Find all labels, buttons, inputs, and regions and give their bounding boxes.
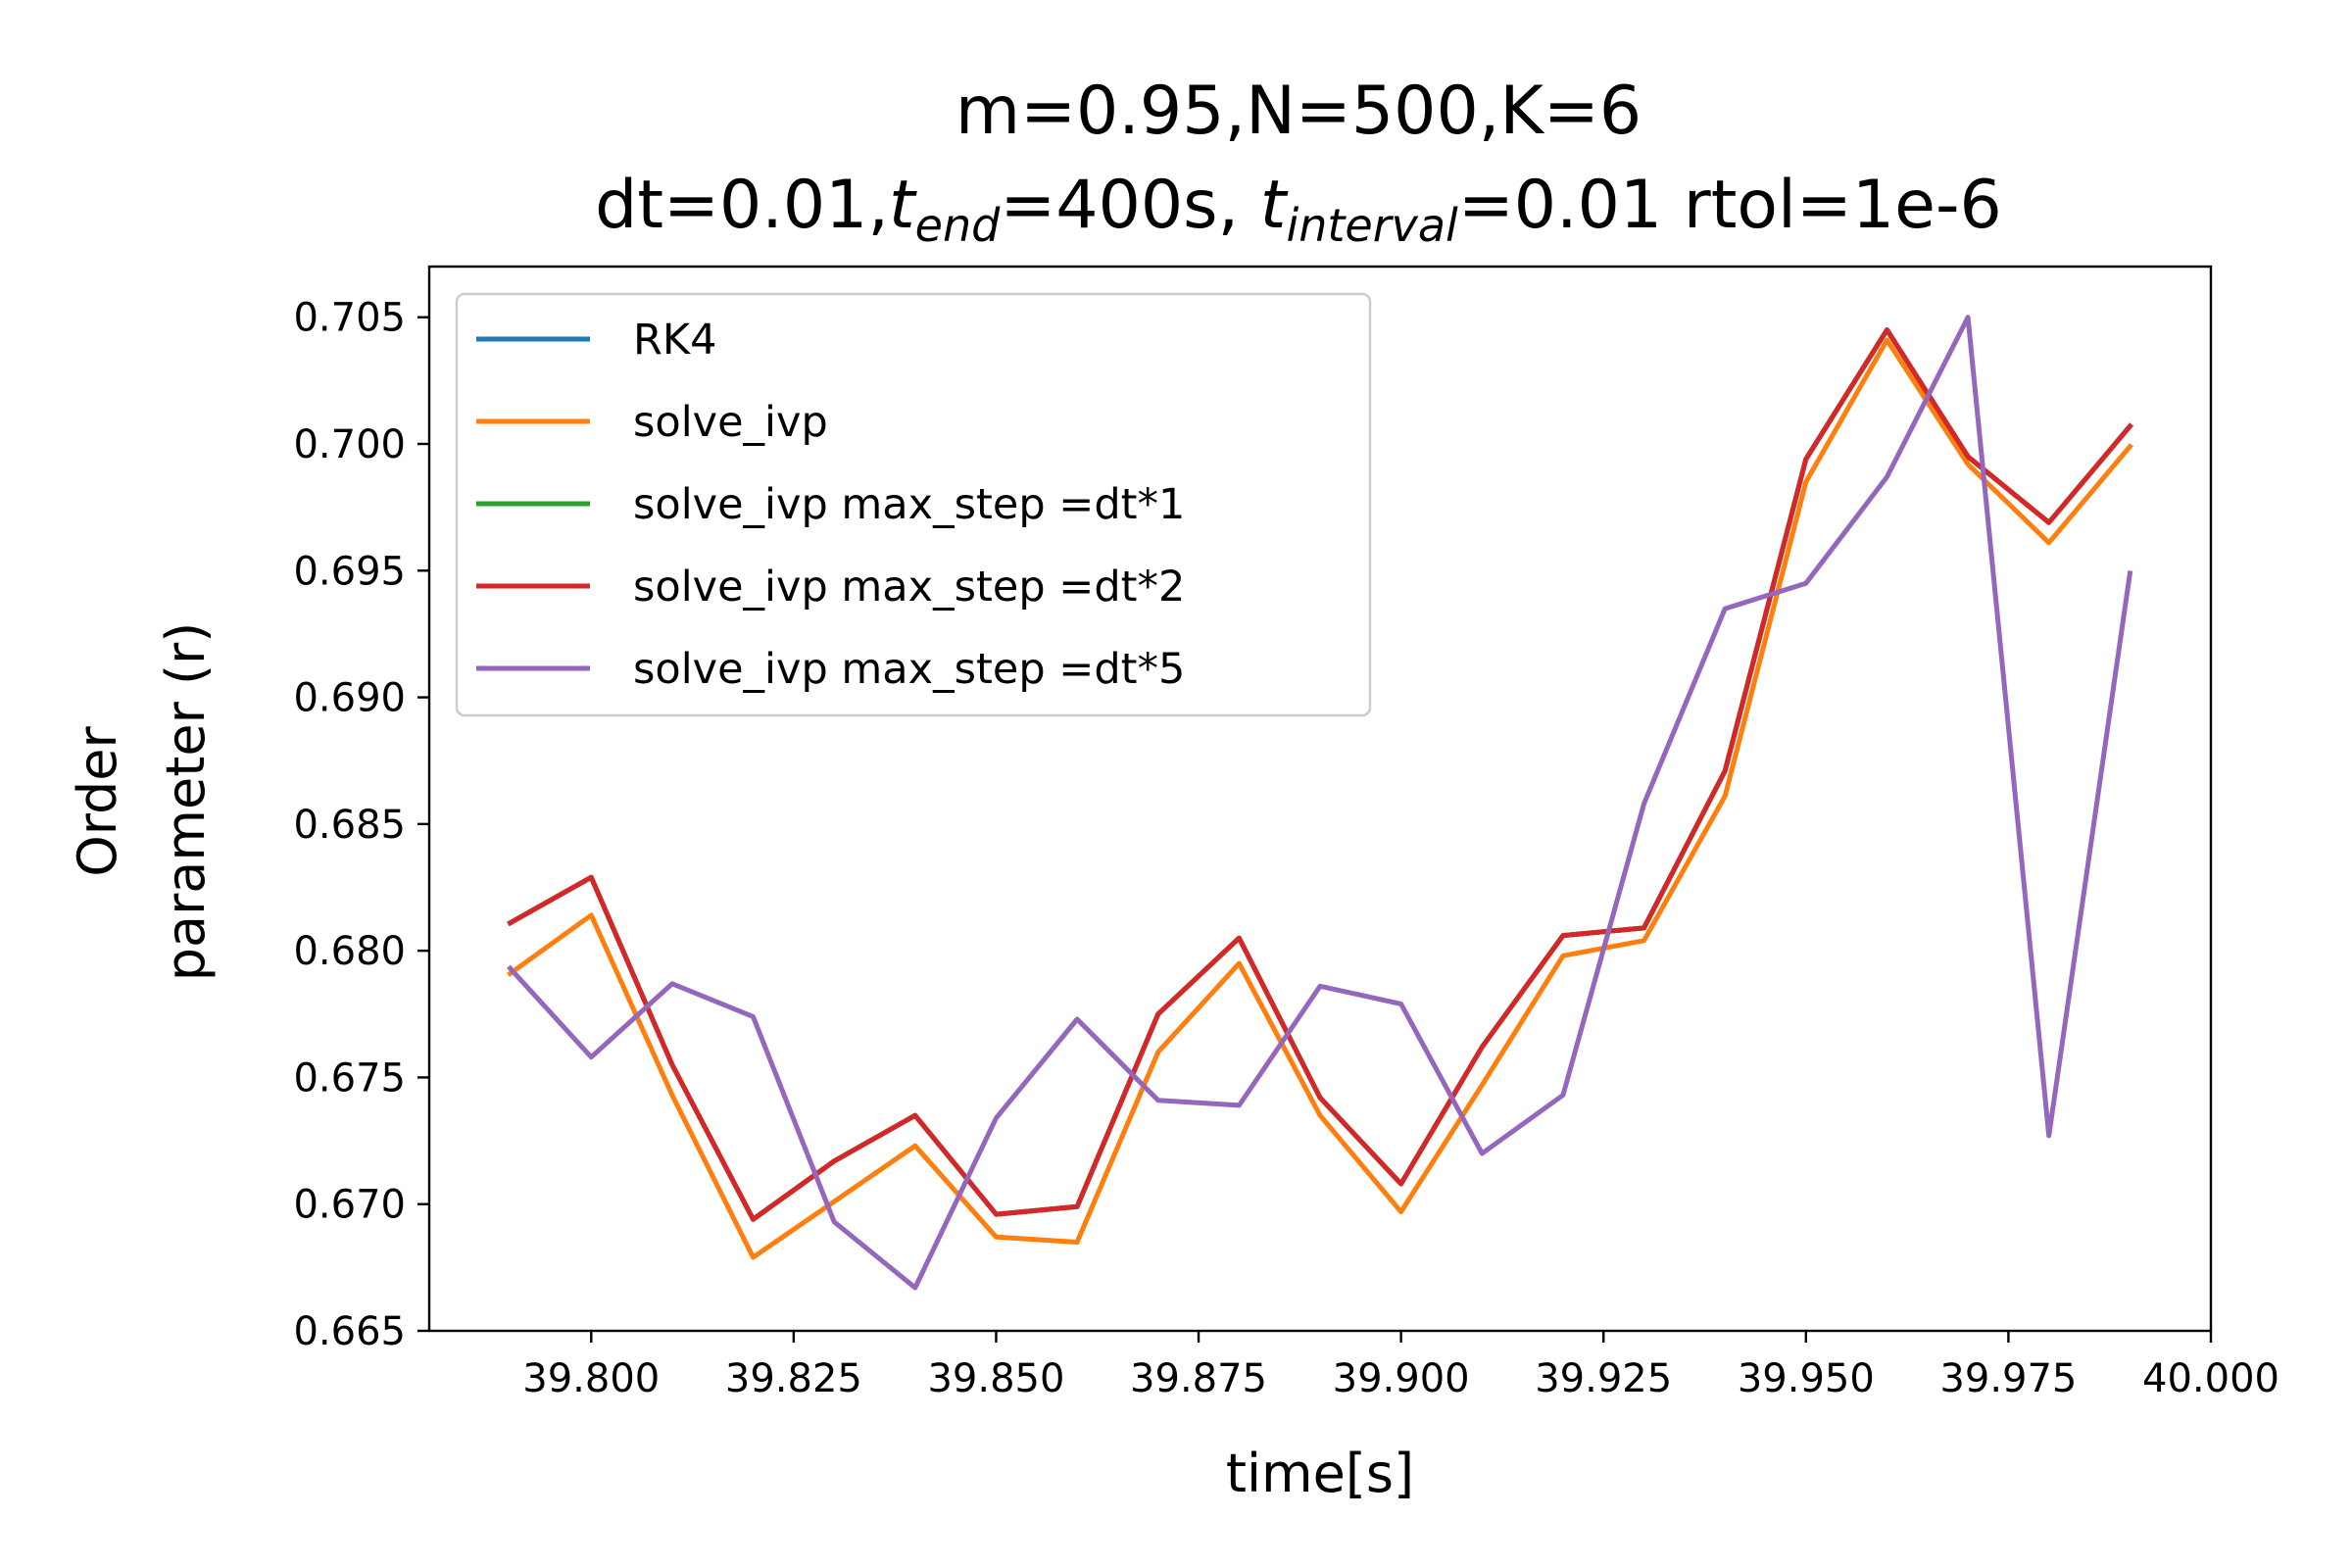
series-line-5 — [507, 315, 2133, 1291]
x-tick-label: 39.975 — [1939, 1356, 2077, 1401]
x-tick-label: 39.825 — [725, 1356, 862, 1401]
legend-box — [455, 292, 1372, 717]
legend-label-2: solve_ivp — [633, 398, 828, 447]
y-axis-label: Order parameter (r) — [67, 622, 217, 982]
y-tick-label: 0.690 — [293, 676, 406, 721]
series-layer — [507, 315, 2133, 1291]
y-axis-label-line2: parameter (r) — [155, 622, 217, 982]
x-tick-label: 39.925 — [1535, 1356, 1672, 1401]
chart-title-line1: m=0.95,N=500,K=6 — [956, 73, 1642, 150]
series-line-4 — [507, 327, 2133, 1222]
x-tick-label: 39.800 — [522, 1356, 660, 1401]
x-tick-label: 39.900 — [1333, 1356, 1470, 1401]
y-axis-ticks: 0.665 0.670 0.675 0.680 0.685 0.690 0.695 0.700… — [293, 296, 429, 1354]
y-tick-label: 0.705 — [293, 296, 406, 341]
y-tick-label: 0.685 — [293, 803, 406, 848]
x-tick-label: 40.000 — [2142, 1356, 2279, 1401]
y-tick-label: 0.665 — [293, 1309, 406, 1354]
chart-title-line2: dt=0.01,tend=400s, tinterval=0.01 rtol=1… — [595, 167, 2002, 252]
legend-label-5: solve_ivp max_step =dt*5 — [633, 645, 1185, 694]
x-tick-label: 39.875 — [1130, 1356, 1267, 1401]
x-tick-label: 39.850 — [927, 1356, 1064, 1401]
legend-label-3: solve_ivp max_step =dt*1 — [633, 480, 1185, 529]
y-tick-label: 0.670 — [293, 1183, 406, 1228]
y-tick-label: 0.700 — [293, 422, 406, 467]
y-axis-label-line1: Order — [67, 725, 128, 876]
legend-items: RK4 solve_ivp solve_ivp max_step =dt*1 solv… — [476, 316, 1185, 694]
series-line-2 — [507, 337, 2133, 1260]
plot-frame — [427, 265, 2213, 1333]
y-tick-label: 0.680 — [293, 929, 406, 974]
x-axis-label: time[s] — [1226, 1443, 1414, 1504]
legend-label-4: solve_ivp max_step =dt*2 — [633, 563, 1185, 612]
legend: RK4 solve_ivp solve_ivp max_step =dt*1 solv… — [455, 292, 1372, 717]
x-axis-ticks: 39.800 39.825 39.850 39.875 39.900 39.925 39.9… — [522, 1331, 2279, 1401]
y-tick-label: 0.675 — [293, 1055, 406, 1101]
legend-label-1: RK4 — [633, 316, 716, 365]
y-tick-label: 0.695 — [293, 549, 406, 594]
x-tick-label: 39.950 — [1738, 1356, 1875, 1401]
